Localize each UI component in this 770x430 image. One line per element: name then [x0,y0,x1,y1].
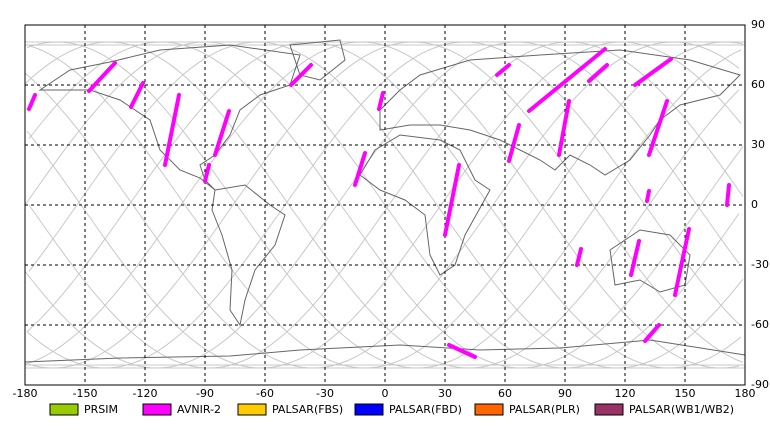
acquisition-strip [673,227,691,297]
acquisition-strip [443,163,461,237]
legend: PRSIM AVNIR-2 PALSAR(FBS) PALSAR(FBD) PALSAR… [49,403,734,416]
orbit-track [26,41,742,369]
x-tick-label: 60 [498,387,512,400]
acquisition-strip [575,247,583,267]
acquisition-strip [645,189,651,203]
plot-frame [24,24,746,386]
coast-antarctica [24,339,746,363]
coastlines [24,39,746,363]
acquisition-strip [213,109,231,157]
acquisition-strip [495,63,511,77]
x-tick-label: 30 [438,387,452,400]
acquisition-strip [647,99,669,157]
x-tick-label: -180 [13,387,38,400]
legend-swatch [594,403,624,416]
orbit-track [26,41,742,369]
coast-south-america [211,184,286,327]
orbit-track [24,41,740,369]
legend-label: PRSIM [84,403,118,416]
legend-label: PALSAR(FBS) [272,403,343,416]
acquisition-strip [377,91,385,111]
x-tick-label: 150 [675,387,696,400]
orbit-track [24,41,740,369]
acquisitions [27,47,731,359]
acquisition-strip [557,99,571,157]
coast-africa [359,134,491,276]
y-tick-label: 60 [751,78,765,91]
acquisition-strip [163,93,181,167]
acquisition-strip [27,93,37,111]
orbit-track [24,41,740,369]
coast-greenland [289,39,346,81]
x-tick-label: -150 [73,387,98,400]
acquisition-strip [203,163,211,183]
coast-eurasia [379,49,741,176]
x-tick-label: -60 [256,387,274,400]
acquisition-strip [725,183,731,207]
acquisition-strip [353,151,367,187]
legend-swatch [474,403,504,416]
y-tick-label: 0 [751,198,758,211]
x-tick-label: 0 [382,387,389,400]
y-tick-label: -30 [751,258,769,271]
legend-label: PALSAR(PLR) [509,403,580,416]
acquisition-strip [87,61,117,93]
acquisition-strip [587,63,609,83]
acquisition-strip [289,63,313,87]
x-tick-label: 90 [558,387,572,400]
legend-swatch [354,403,384,416]
x-tick-label: -30 [316,387,334,400]
x-tick-label: 180 [735,387,756,400]
acquisition-strip [527,47,607,113]
legend-label: AVNIR-2 [177,403,221,416]
y-tick-label: 90 [751,18,765,31]
x-tick-label: -90 [196,387,214,400]
y-tick-label: 30 [751,138,765,151]
acquisition-strip [643,323,661,343]
acquisition-strip [633,57,673,87]
x-tick-label: 120 [615,387,636,400]
x-tick-label: -120 [133,387,158,400]
acquisition-strip [129,81,145,109]
legend-swatch [142,403,172,416]
legend-swatch [237,403,267,416]
acquisition-strip [629,239,641,277]
y-tick-label: -60 [751,318,769,331]
acquisition-strip [507,123,521,163]
legend-swatch [49,403,79,416]
legend-label: PALSAR(WB1/WB2) [629,403,734,416]
acquisition-strip [447,343,477,359]
legend-label: PALSAR(FBD) [389,403,462,416]
y-tick-label: -90 [751,378,769,391]
